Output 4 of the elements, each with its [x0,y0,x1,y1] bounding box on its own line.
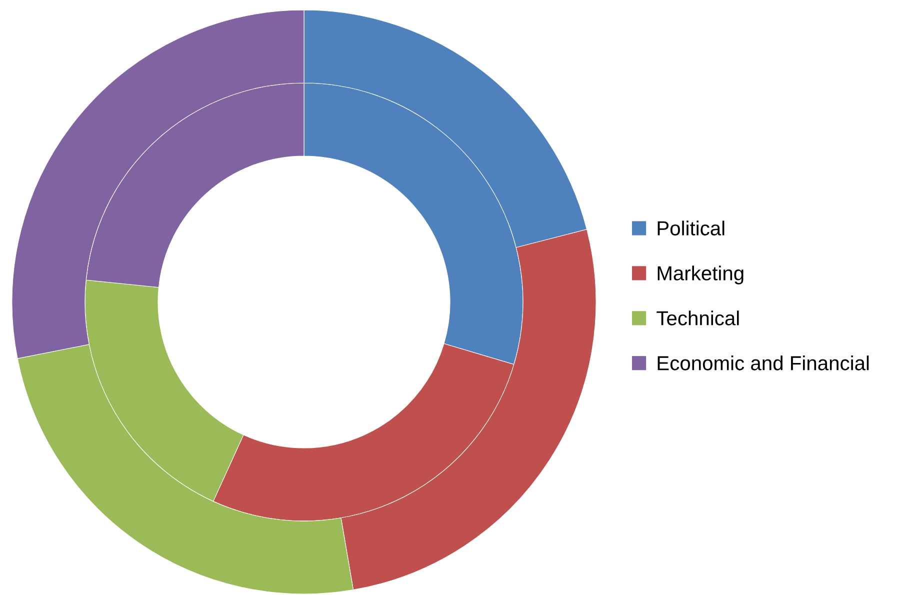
legend-label: Economic and Financial [658,356,869,370]
legend-label: Political [658,220,724,236]
legend-label: Marketing [658,266,744,284]
legend-label: Technical [656,310,739,326]
